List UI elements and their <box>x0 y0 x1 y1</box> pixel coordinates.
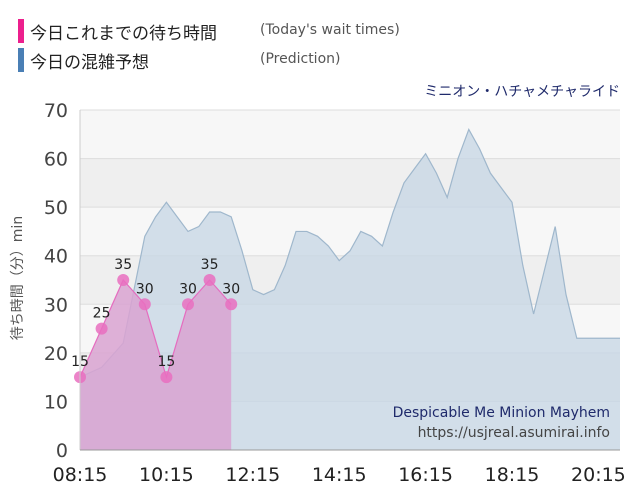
data-label: 35 <box>201 257 219 273</box>
legend-swatch-prediction <box>18 48 24 72</box>
background-band <box>80 158 620 208</box>
y-tick-label: 0 <box>56 440 68 462</box>
legend-item-prediction: 今日の混雑予想 <box>18 48 149 73</box>
data-point <box>182 298 194 311</box>
y-tick-label: 70 <box>44 100 68 122</box>
x-tick-label: 14:15 <box>312 464 367 486</box>
background-band <box>80 110 620 159</box>
y-tick-label: 50 <box>44 197 68 219</box>
area-today <box>80 280 232 450</box>
chart-title: ミニオン・ハチャメチャライド <box>424 84 620 100</box>
x-tick-label: 12:15 <box>225 464 280 486</box>
data-point <box>117 274 130 286</box>
data-label: 30 <box>136 281 154 297</box>
legend-item-today: 今日これまでの待ち時間 <box>18 19 217 44</box>
watermark-url: https://usjreal.asumirai.info <box>418 425 610 441</box>
data-point <box>138 298 151 311</box>
y-axis-label: 待ち時間（分）min <box>10 216 26 340</box>
watermark-title: Despicable Me Minion Mayhem <box>393 405 610 421</box>
legend-sub-today: (Today's wait times) <box>260 22 400 38</box>
y-tick-label: 10 <box>44 391 68 413</box>
x-tick-label: 16:15 <box>398 464 453 486</box>
x-tick-label: 18:15 <box>485 464 540 486</box>
data-point <box>95 322 108 335</box>
data-label: 30 <box>222 281 240 297</box>
legend-label-prediction: 今日の混雑予想 <box>30 52 149 73</box>
data-point <box>203 274 216 286</box>
data-label: 30 <box>179 281 197 297</box>
data-point <box>225 298 238 311</box>
legend-sub-prediction: (Prediction) <box>260 51 341 67</box>
x-tick-label: 10:15 <box>139 464 194 486</box>
x-tick-label: 20:15 <box>571 464 626 486</box>
line-prediction <box>79 127 620 378</box>
y-tick-label: 30 <box>44 294 68 316</box>
x-tick-label: 08:15 <box>53 464 108 486</box>
data-label: 35 <box>114 257 132 273</box>
y-tick-label: 40 <box>44 246 68 268</box>
data-label: 25 <box>93 306 111 322</box>
data-label: 15 <box>157 354 175 370</box>
legend-swatch-today <box>18 19 24 43</box>
y-tick-label: 60 <box>44 149 68 171</box>
legend-label-today: 今日これまでの待ち時間 <box>30 23 217 44</box>
data-point <box>160 371 173 384</box>
y-tick-label: 20 <box>44 343 68 365</box>
